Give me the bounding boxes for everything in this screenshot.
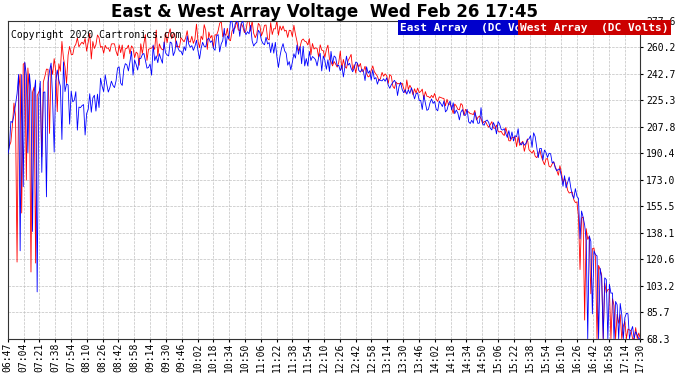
Text: East Array  (DC Volts): East Array (DC Volts) xyxy=(400,22,549,33)
Title: East & West Array Voltage  Wed Feb 26 17:45: East & West Array Voltage Wed Feb 26 17:… xyxy=(110,3,538,21)
Text: Copyright 2020 Cartronics.com: Copyright 2020 Cartronics.com xyxy=(11,30,181,40)
Text: West Array  (DC Volts): West Array (DC Volts) xyxy=(520,22,669,33)
